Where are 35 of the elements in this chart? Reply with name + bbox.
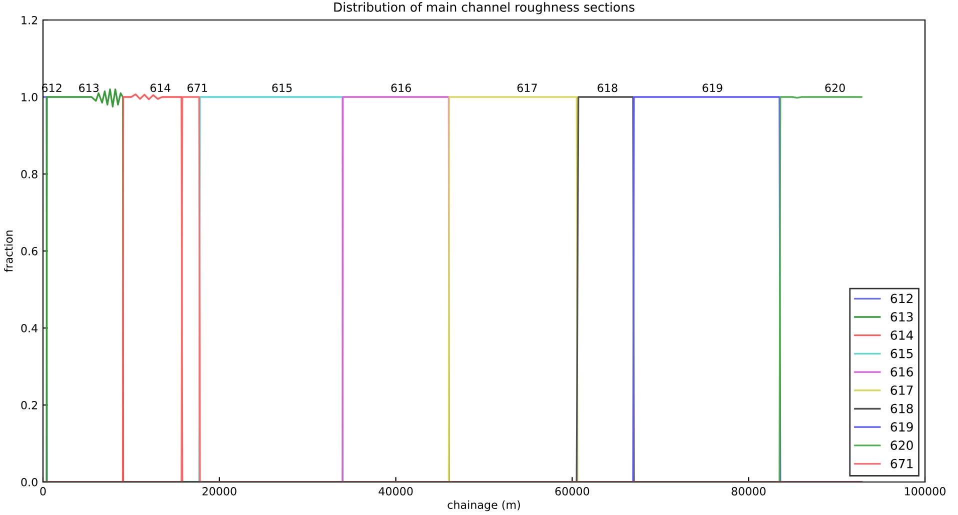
legend-label: 614 bbox=[890, 330, 914, 340]
annotation: 617 bbox=[517, 84, 537, 92]
y-axis-title: fraction bbox=[4, 230, 13, 272]
legend-label: 671 bbox=[890, 458, 913, 468]
annotation: 613 bbox=[79, 84, 99, 92]
y-tick-label: 1.2 bbox=[22, 16, 38, 24]
legend-label: 616 bbox=[890, 367, 913, 377]
annotation: 619 bbox=[702, 84, 722, 92]
y-tick-label: 0.2 bbox=[21, 400, 38, 410]
x-tick-label: 20000 bbox=[202, 487, 236, 496]
legend-label: 612 bbox=[890, 294, 912, 304]
x-tick-label: 0 bbox=[40, 487, 46, 496]
legend-label: 620 bbox=[890, 440, 913, 450]
y-tick-label: 0.8 bbox=[21, 170, 38, 178]
x-tick-label: 60000 bbox=[555, 487, 590, 496]
x-tick-label: 40000 bbox=[378, 487, 413, 496]
legend-label: 618 bbox=[890, 404, 913, 414]
annotation: 614 bbox=[150, 84, 170, 92]
annotation: 616 bbox=[391, 84, 411, 92]
legend-label: 619 bbox=[890, 422, 913, 432]
annotation: 620 bbox=[825, 84, 845, 92]
annotation: 615 bbox=[272, 84, 292, 92]
legend-label: 617 bbox=[890, 385, 913, 395]
y-tick-label: 0.4 bbox=[21, 324, 38, 332]
x-tick-label: 100000 bbox=[905, 487, 946, 496]
legend-label: 615 bbox=[890, 348, 913, 358]
x-axis-title: chainage (m) bbox=[448, 500, 520, 512]
annotation: 618 bbox=[598, 84, 618, 92]
y-tick-label: 0.6 bbox=[21, 246, 38, 256]
x-tick-label: 80000 bbox=[732, 487, 766, 496]
annotation: 671 bbox=[188, 84, 207, 92]
legend-label: 613 bbox=[890, 312, 913, 322]
y-tick-label: 0.0 bbox=[21, 478, 38, 486]
chart-title: Distribution of main channel roughness sections bbox=[334, 2, 634, 14]
y-tick-label: 1.0 bbox=[22, 92, 38, 102]
